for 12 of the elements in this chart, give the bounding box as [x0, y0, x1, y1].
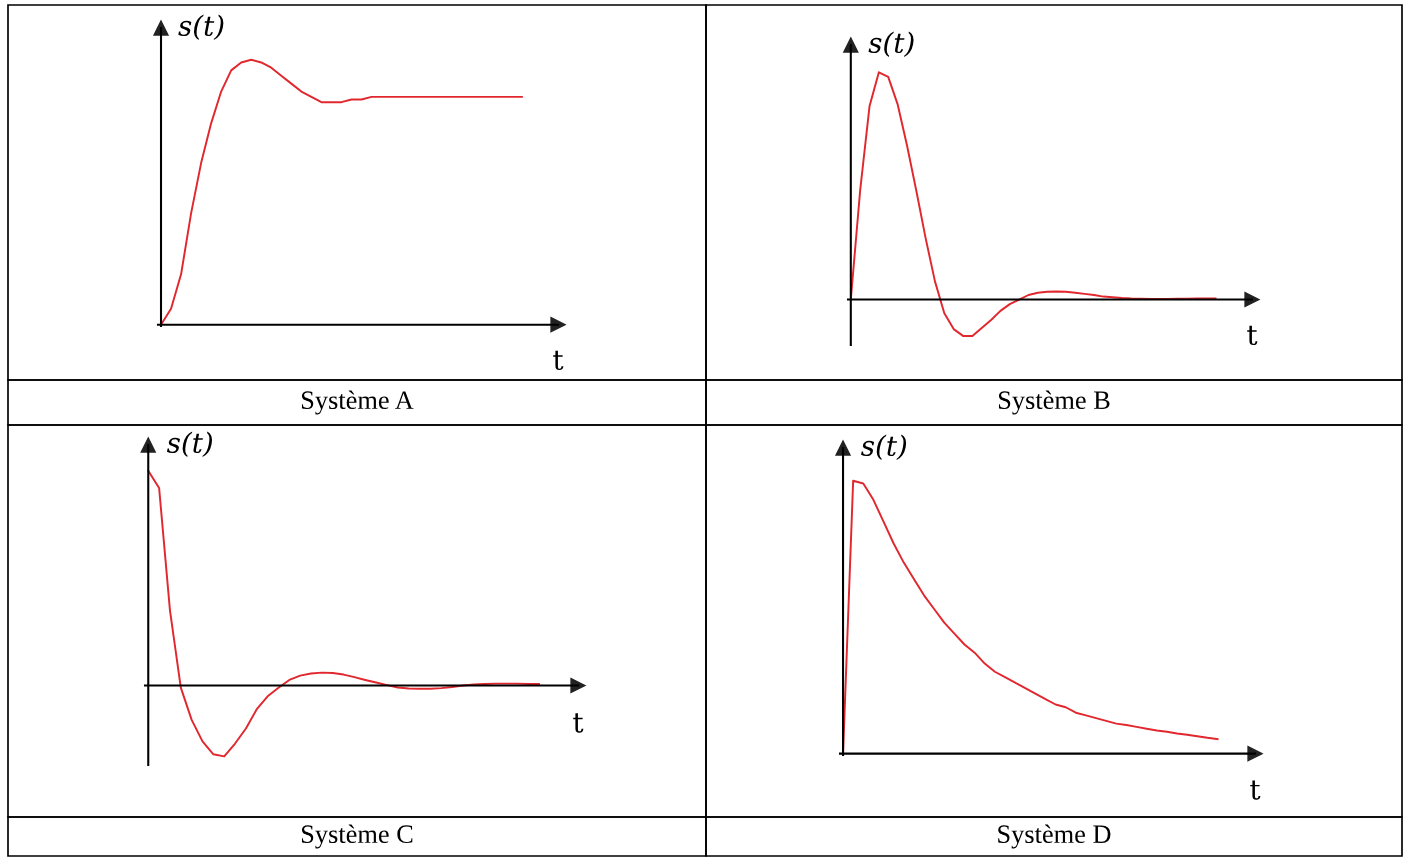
- y-axis-title: s(t): [861, 434, 907, 460]
- x-axis-title: t: [1250, 780, 1261, 800]
- y-axis-title: s(t): [178, 14, 224, 40]
- y-axis-title: s(t): [868, 31, 914, 57]
- text: Système D: [998, 824, 1111, 849]
- x-axis-title: t: [573, 713, 584, 733]
- text: Système C: [301, 824, 413, 849]
- x-axis-title: t: [553, 350, 564, 371]
- y-axis-title: s(t): [166, 431, 212, 457]
- x-axis-title: t: [1247, 325, 1258, 346]
- text: Système A: [301, 390, 414, 415]
- text: Système B: [998, 390, 1110, 415]
